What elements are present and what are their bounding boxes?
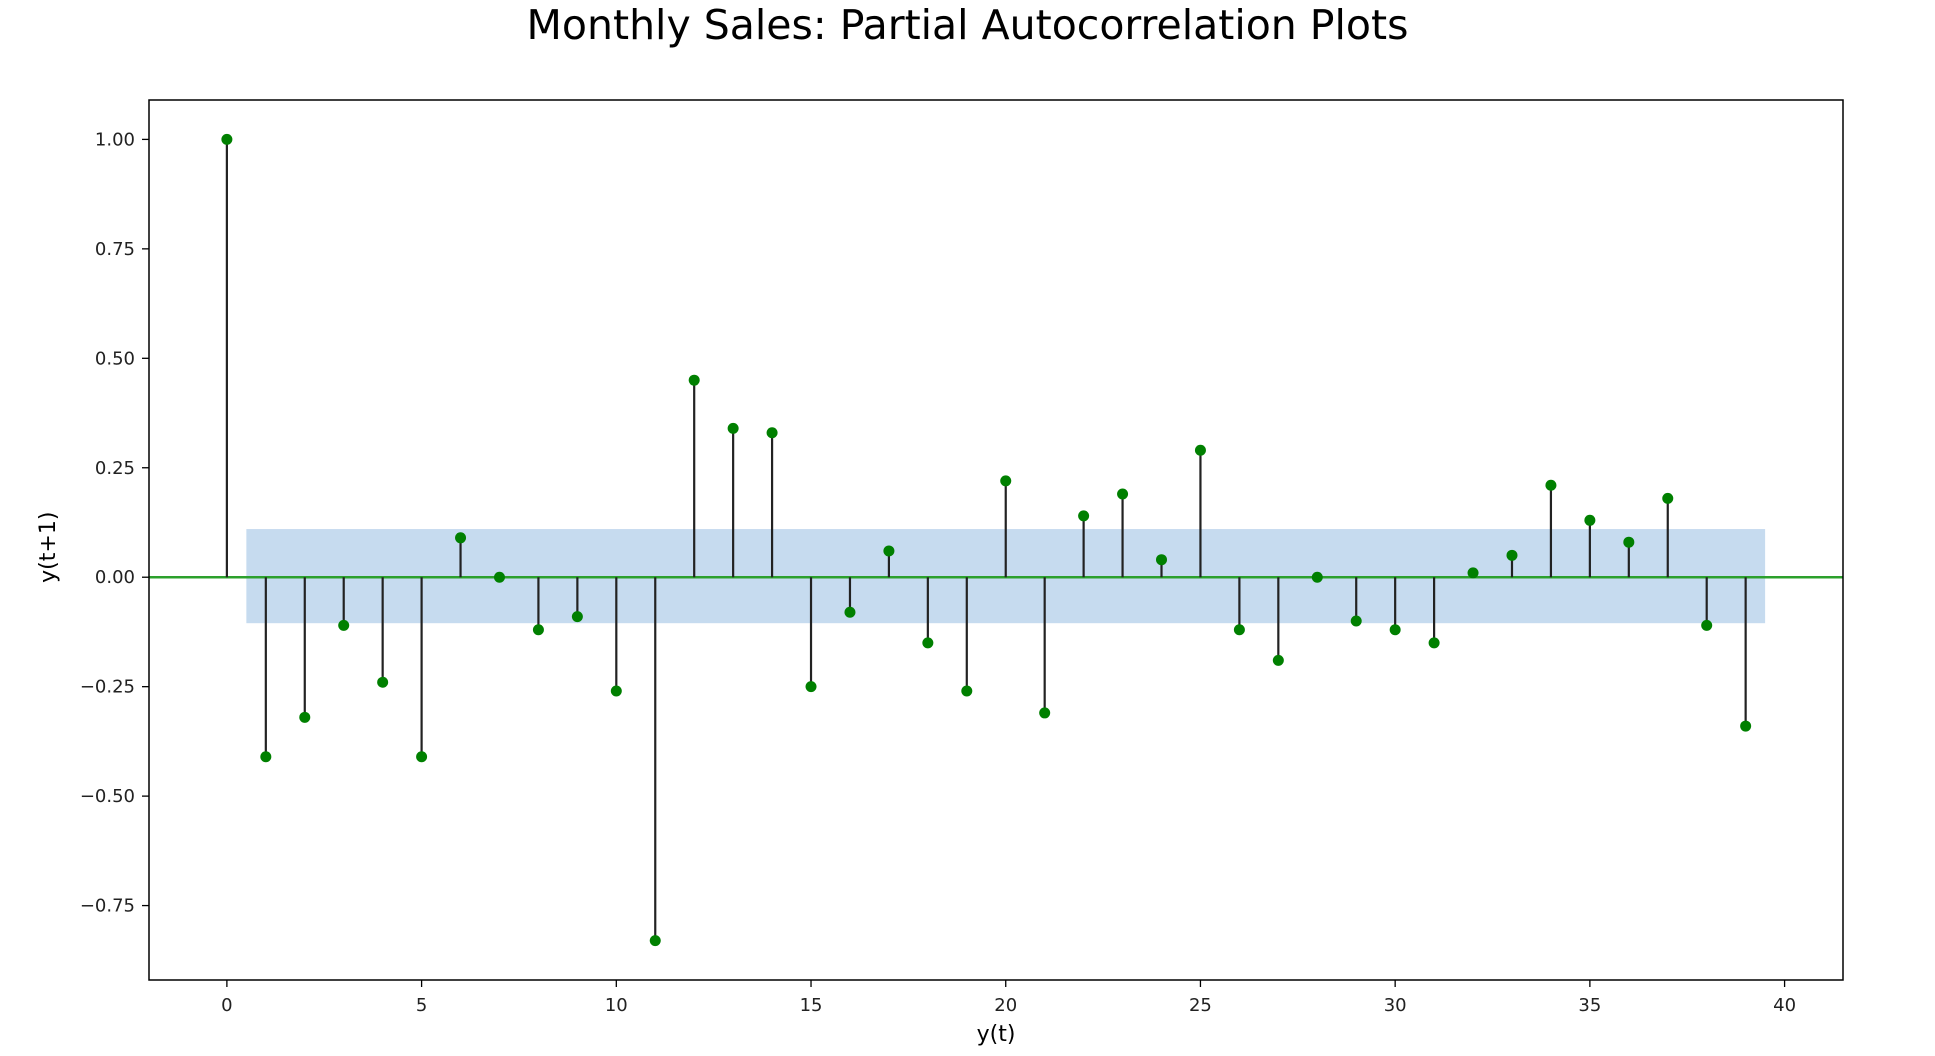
pacf-point-lag-39	[1740, 720, 1752, 732]
pacf-point-lag-34	[1545, 479, 1557, 491]
y-tick-label: 0.00	[95, 567, 135, 588]
y-tick-label: 0.75	[95, 239, 135, 260]
pacf-point-lag-32	[1467, 567, 1479, 579]
pacf-point-lag-21	[1039, 707, 1051, 719]
x-tick-label: 5	[416, 995, 427, 1016]
x-tick-label: 20	[994, 995, 1017, 1016]
y-tick-label: −0.75	[80, 896, 135, 917]
pacf-point-lag-14	[766, 427, 778, 439]
chart-title: Monthly Sales: Partial Autocorrelation P…	[526, 1, 1409, 49]
pacf-point-lag-2	[299, 711, 311, 723]
pacf-point-lag-22	[1078, 510, 1090, 522]
x-tick-label: 35	[1578, 995, 1601, 1016]
pacf-point-lag-26	[1233, 624, 1245, 636]
y-tick-label: −0.25	[80, 677, 135, 698]
pacf-point-lag-20	[1000, 475, 1012, 487]
pacf-point-lag-13	[727, 422, 739, 434]
pacf-point-lag-15	[805, 681, 817, 693]
y-tick-label: 1.00	[95, 129, 135, 150]
pacf-point-lag-35	[1584, 514, 1596, 526]
x-tick-label: 15	[800, 995, 823, 1016]
x-tick-label: 40	[1773, 995, 1796, 1016]
pacf-point-lag-10	[610, 685, 622, 697]
x-tick-label: 10	[605, 995, 628, 1016]
pacf-point-lag-23	[1117, 488, 1129, 500]
pacf-point-lag-16	[844, 606, 856, 618]
x-tick-label: 0	[221, 995, 232, 1016]
x-tick-layer: 0 5 10 15 20 25 30 35 40	[221, 980, 1796, 1016]
pacf-point-lag-25	[1194, 444, 1206, 456]
y-tick-label: 0.50	[95, 348, 135, 369]
y-tick-label: 0.25	[95, 458, 135, 479]
pacf-point-lag-19	[961, 685, 973, 697]
x-tick-label: 25	[1189, 995, 1212, 1016]
y-tick-label: −0.50	[80, 786, 135, 807]
pacf-point-lag-17	[883, 545, 895, 557]
pacf-point-lag-29	[1350, 615, 1362, 627]
pacf-point-lag-1	[260, 751, 272, 763]
pacf-point-lag-30	[1389, 624, 1401, 636]
pacf-point-lag-8	[532, 624, 544, 636]
pacf-point-lag-0	[221, 133, 233, 145]
x-axis-label: y(t)	[977, 1022, 1016, 1047]
x-tick-label: 30	[1384, 995, 1407, 1016]
plot-frame	[148, 99, 1844, 981]
pacf-point-lag-4	[377, 676, 389, 688]
pacf-point-lag-38	[1701, 619, 1713, 631]
pacf-point-lag-28	[1311, 571, 1323, 583]
pacf-point-lag-36	[1623, 536, 1635, 548]
pacf-point-lag-5	[416, 751, 428, 763]
pacf-point-lag-24	[1156, 554, 1168, 566]
pacf-point-lag-31	[1428, 637, 1440, 649]
marker-layer	[221, 133, 1752, 947]
pacf-point-lag-18	[922, 637, 934, 649]
pacf-point-lag-7	[493, 571, 505, 583]
y-tick-layer: 1.00 0.75 0.50 0.25 0.00 −0.25 −0.50 −0.75	[80, 129, 149, 917]
pacf-point-lag-37	[1662, 492, 1674, 504]
pacf-point-lag-6	[455, 532, 467, 544]
pacf-point-lag-27	[1272, 654, 1284, 666]
y-axis-label: y(t+1)	[36, 512, 61, 583]
pacf-point-lag-33	[1506, 549, 1518, 561]
pacf-point-lag-9	[571, 611, 583, 623]
pacf-point-lag-11	[649, 935, 661, 947]
pacf-point-lag-12	[688, 374, 700, 386]
pacf-point-lag-3	[338, 619, 350, 631]
